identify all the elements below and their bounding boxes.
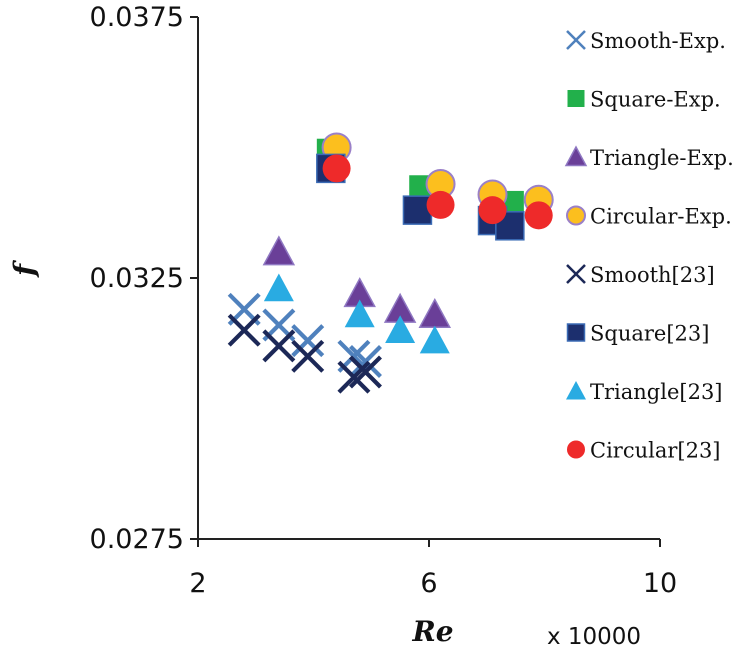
data-point <box>348 345 382 379</box>
y-axis-title: f <box>8 259 41 278</box>
legend-item: Smooth[23] <box>566 263 715 287</box>
legend-item: Smooth-Exp. <box>566 29 726 53</box>
data-points <box>227 132 554 394</box>
data-point <box>348 355 382 389</box>
legend-item: Circular[23] <box>567 439 721 463</box>
legend: Smooth-Exp. Square-Exp. Triangle-Exp. Circu… <box>564 29 734 463</box>
data-point <box>291 324 325 358</box>
legend-label: Triangle[23] <box>590 380 723 404</box>
legend-label: Circular[23] <box>590 439 721 463</box>
y-ticks: 0.0275 0.0325 0.0375 <box>90 2 198 555</box>
data-point <box>426 190 455 219</box>
legend-marker <box>564 145 588 167</box>
legend-label: Triangle-Exp. <box>590 146 734 170</box>
x-tick-label: 6 <box>420 568 437 599</box>
data-point <box>262 235 296 266</box>
legend-marker <box>566 381 586 400</box>
legend-label: Smooth-Exp. <box>590 29 726 53</box>
data-point <box>524 201 553 230</box>
data-point <box>418 297 452 329</box>
x-tick-label: 10 <box>643 568 677 599</box>
legend-item: Square[23] <box>566 322 709 346</box>
legend-marker <box>566 264 586 284</box>
data-point <box>419 325 450 354</box>
legend-label: Square-Exp. <box>590 88 721 112</box>
x-ticks: 2 6 10 <box>189 539 677 599</box>
data-point <box>402 195 433 225</box>
legend-marker <box>566 323 586 342</box>
x-axis-title: Re <box>411 615 453 648</box>
y-tick-label: 0.0325 <box>90 263 184 294</box>
legend-marker <box>567 440 585 459</box>
legend-marker <box>567 90 585 107</box>
legend-marker <box>566 30 586 50</box>
data-point <box>478 196 507 225</box>
legend-item: Square-Exp. <box>567 88 721 112</box>
data-point <box>322 154 351 183</box>
data-point <box>263 273 294 302</box>
legend-label: Circular-Exp. <box>590 205 732 229</box>
x-tick-label: 2 <box>189 568 206 599</box>
y-tick-label: 0.0375 <box>90 2 184 33</box>
y-tick-label: 0.0275 <box>90 524 184 555</box>
x-axis-multiplier: x 10000 <box>547 624 641 650</box>
legend-label: Square[23] <box>590 322 709 346</box>
data-point <box>385 315 416 343</box>
data-point <box>262 329 296 363</box>
plot-area: 0.0275 0.0325 0.0375 2 6 10 <box>90 2 678 599</box>
legend-marker <box>566 205 586 226</box>
data-point <box>227 313 261 347</box>
data-point <box>291 339 325 373</box>
data-point <box>337 360 371 394</box>
legend-item: Triangle-Exp. <box>564 145 734 170</box>
legend-item: Triangle[23] <box>566 380 723 404</box>
legend-item: Circular-Exp. <box>566 205 732 229</box>
data-point <box>344 299 375 328</box>
legend-label: Smooth[23] <box>590 263 715 287</box>
